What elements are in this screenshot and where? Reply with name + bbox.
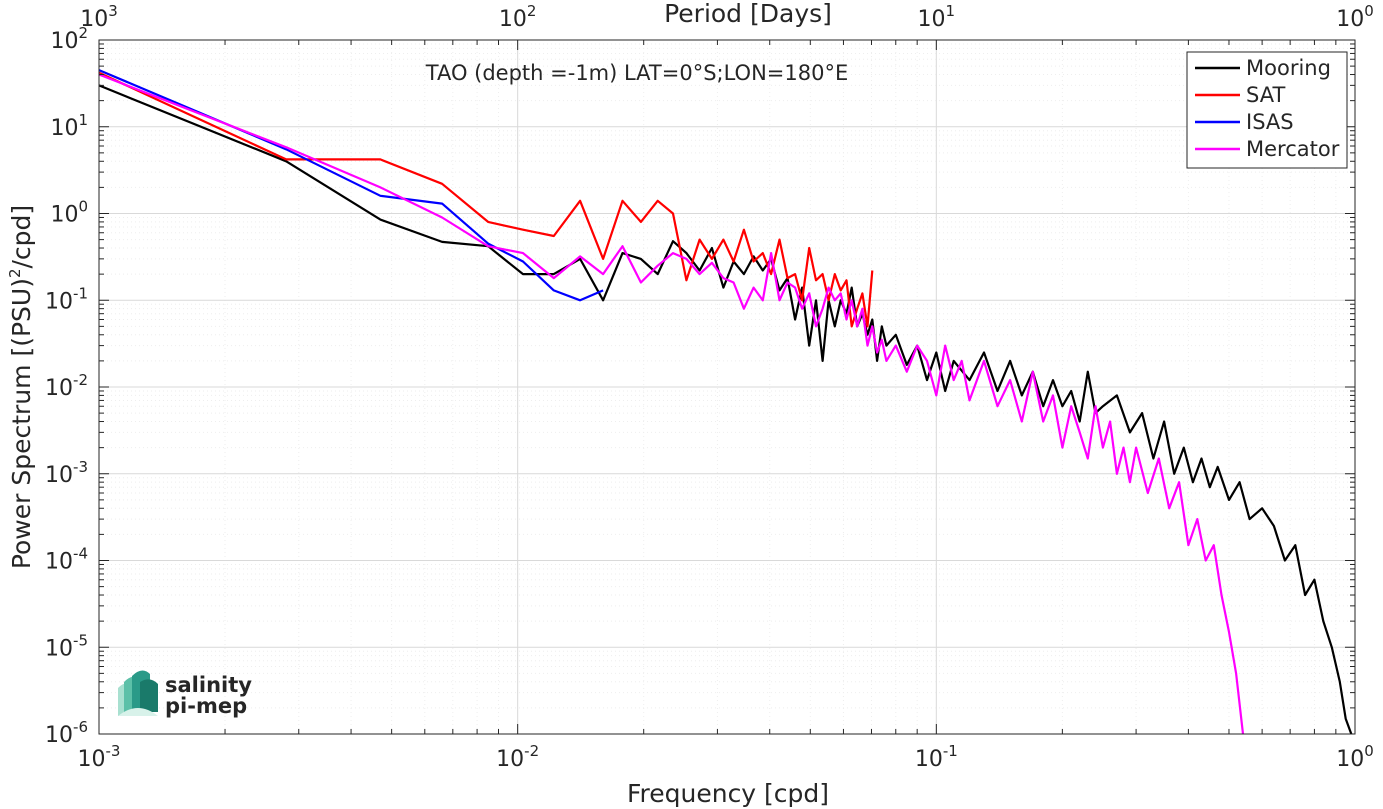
series-line-isas — [98, 69, 604, 302]
x2-tick-label: 101 — [918, 2, 956, 32]
x-tick-label: 10-1 — [915, 742, 958, 772]
x-tick-label: 10-3 — [78, 742, 121, 772]
x-tick-label: 100 — [1336, 742, 1374, 772]
x-tick-label: 10-2 — [496, 742, 539, 772]
top-axis-title: Period [Days] — [664, 0, 832, 28]
x2-tick-label: 103 — [80, 2, 118, 32]
y-tick-label: 10-4 — [45, 545, 88, 575]
legend-label-sat: SAT — [1246, 83, 1285, 107]
x2-tick-label: 100 — [1336, 2, 1374, 32]
y-tick-label: 10-2 — [45, 371, 88, 401]
legend-label-isas: ISAS — [1246, 110, 1294, 134]
y-tick-label: 10-5 — [45, 631, 88, 661]
logo-wave-icon — [118, 670, 158, 716]
y-tick-label: 10-1 — [45, 284, 88, 314]
legend-label-mooring: Mooring — [1246, 56, 1331, 80]
legend: Mooring SAT ISAS Mercator — [1186, 51, 1348, 169]
y-tick-label: 102 — [50, 24, 88, 54]
y-tick-label: 101 — [50, 111, 88, 141]
y-tick-label: 10-3 — [45, 458, 88, 488]
plot-title: TAO (depth =-1m) LAT=0°S;LON=180°E — [425, 61, 849, 85]
series-layer — [98, 69, 1353, 735]
series-line-mercator — [98, 73, 1245, 735]
y-tick-label: 10-6 — [45, 718, 88, 748]
logo-text-pi-mep: pi-mep — [165, 694, 247, 718]
salinity-pi-mep-logo: salinity pi-mep — [118, 670, 252, 718]
series-line-sat — [98, 71, 874, 328]
legend-label-mercator: Mercator — [1246, 137, 1340, 161]
x2-tick-label: 102 — [499, 2, 537, 32]
y-tick-label: 100 — [50, 198, 88, 228]
y-axis-title: Power Spectrum [(PSU)2/cpd] — [6, 205, 36, 569]
grid — [99, 40, 1355, 734]
x-axis-title: Frequency [cpd] — [627, 779, 829, 808]
logo-text-salinity: salinity — [165, 673, 252, 697]
